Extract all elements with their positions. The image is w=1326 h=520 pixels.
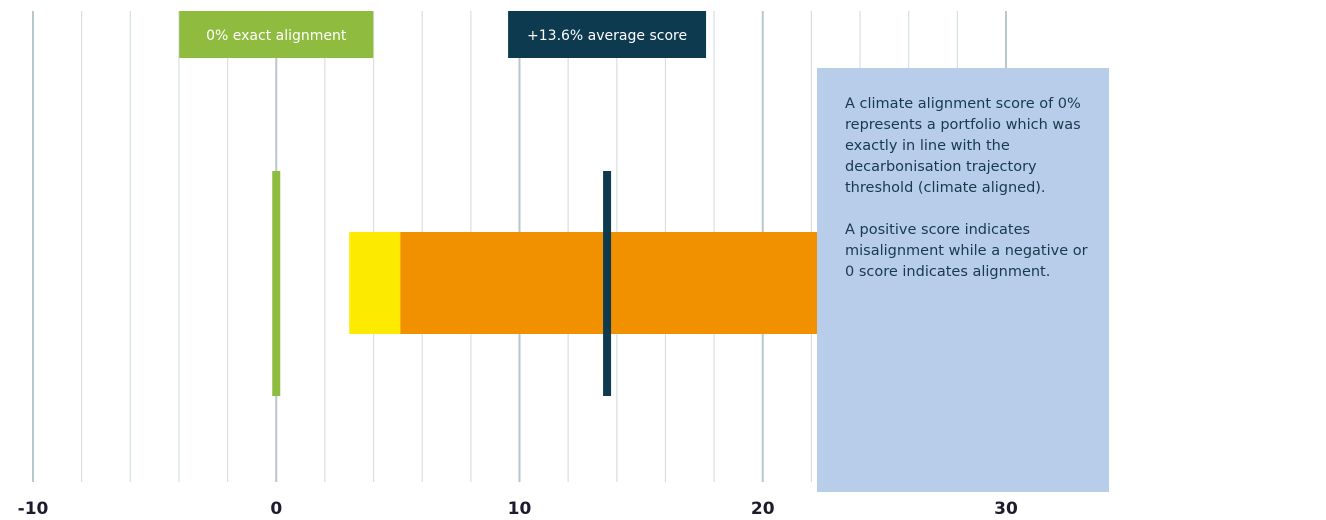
x-tick-label: -10	[18, 499, 49, 519]
x-tick-label: 0	[270, 499, 282, 519]
x-tick-label: 20	[751, 499, 775, 519]
range-bar-segment-1	[349, 232, 401, 334]
marker-label-1: 0% exact alignment	[206, 28, 347, 44]
note-paragraph-definition: A climate alignment score of 0% represen…	[845, 96, 1081, 196]
marker-tag-2	[508, 11, 707, 58]
x-axis-ticks: -10 0 10 20 30	[18, 499, 1018, 519]
marker-label-2: +13.6% average score	[527, 28, 687, 44]
explanation-note: A climate alignment score of 0% represen…	[817, 68, 1109, 492]
x-tick-label: 30	[994, 499, 1018, 519]
markers: 0% exact alignment +13.6% average score	[179, 11, 707, 396]
note-paragraph-interpretation: A positive score indicates misalignment …	[845, 222, 1088, 280]
marker-tag-1	[179, 11, 374, 58]
x-tick-label: 10	[508, 499, 532, 519]
